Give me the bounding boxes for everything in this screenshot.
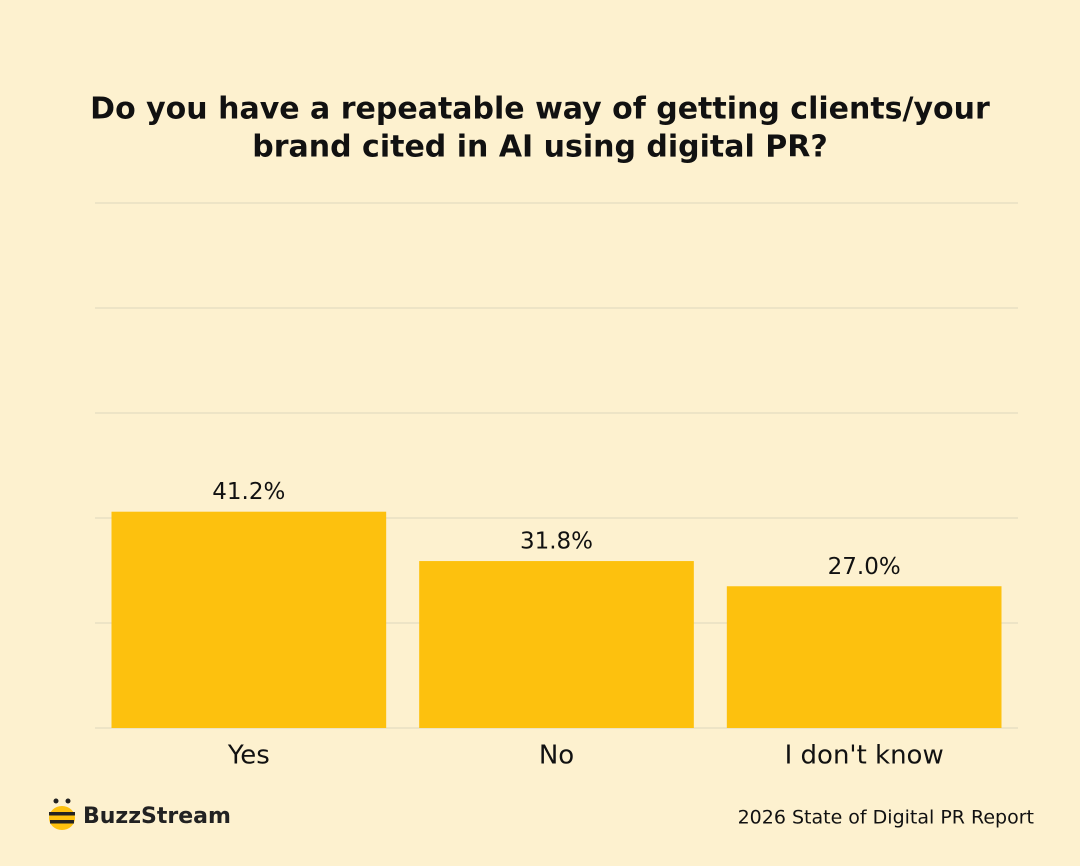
value-label: 31.8%	[520, 529, 593, 555]
x-tick-label: Yes	[227, 741, 270, 771]
bar	[111, 511, 387, 728]
brand-name: BuzzStream	[83, 804, 231, 829]
value-label: 27.0%	[828, 554, 901, 580]
bar	[419, 561, 694, 728]
chart-title: brand cited in AI using digital PR?	[252, 130, 827, 165]
x-tick-label: I don't know	[785, 741, 944, 771]
bar	[726, 586, 1002, 728]
x-tick-label: No	[539, 741, 574, 771]
value-label: 41.2%	[212, 479, 285, 505]
brand-logo	[49, 798, 75, 830]
source-note: 2026 State of Digital PR Report	[738, 807, 1034, 829]
chart-title: Do you have a repeatable way of getting …	[90, 92, 990, 127]
